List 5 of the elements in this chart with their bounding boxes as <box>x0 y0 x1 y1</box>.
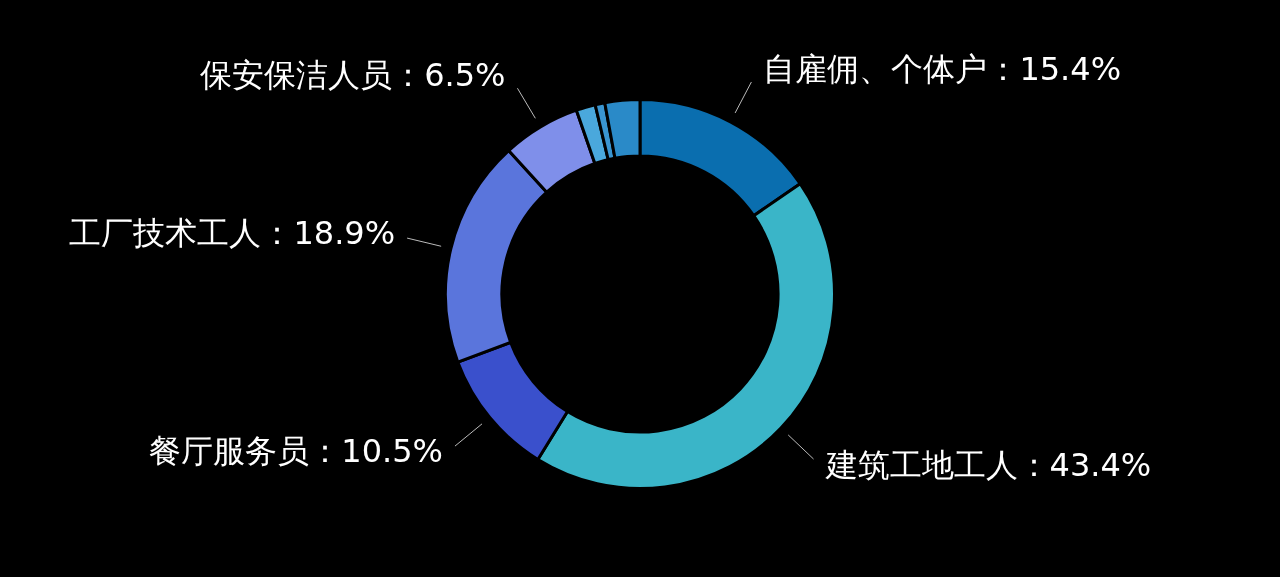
slice-label: 建筑工地工人：43.4% <box>824 445 1152 484</box>
slice-label: 餐厅服务员：10.5% <box>149 432 443 471</box>
slice-label: 保安保洁人员：6.5% <box>200 56 506 95</box>
slice-label: 自雇佣、个体户：15.4% <box>763 49 1122 88</box>
slice-label: 工厂技术工人：18.9% <box>69 213 396 252</box>
